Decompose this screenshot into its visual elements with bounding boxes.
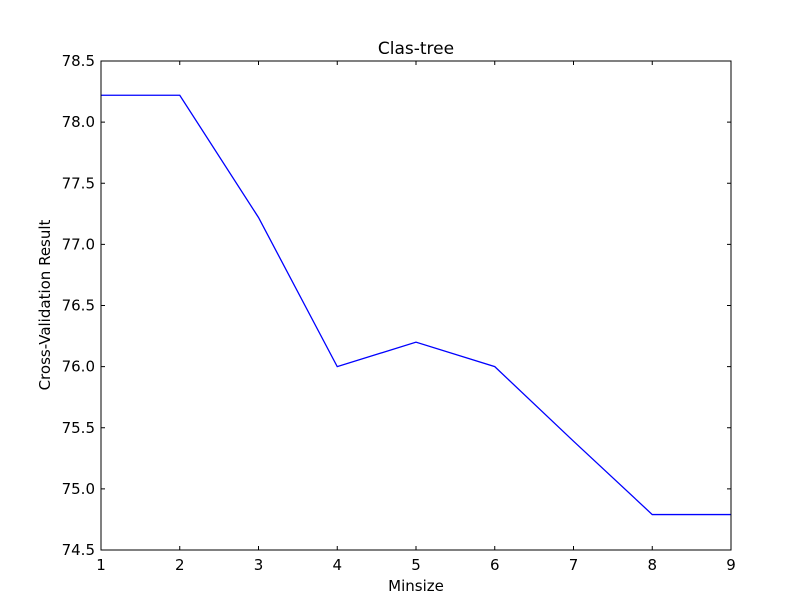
chart-container: 1 2 3 4 5 6 7 8 9 74.5 75.0 75.5 76.0 76.5 77.0 77.5 78.… <box>36 39 736 595</box>
chart-title: Clas-tree <box>378 39 454 59</box>
y-tick-label: 77.5 <box>62 174 95 192</box>
plot-marks <box>101 94 731 516</box>
y-tick-label: 75.5 <box>62 419 95 437</box>
y-tick-label: 78.5 <box>62 52 95 70</box>
axis-ticks: 1 2 3 4 5 6 7 8 9 74.5 75.0 75.5 76.0 76.5 77.0 77.5 78.… <box>62 52 736 574</box>
x-tick-label: 6 <box>490 556 500 574</box>
x-axis-label: Minsize <box>388 577 444 595</box>
x-tick-label: 2 <box>175 556 185 574</box>
x-tick-label: 9 <box>726 556 736 574</box>
y-tick-label: 75.0 <box>62 480 95 498</box>
y-tick-label: 77.0 <box>62 235 95 253</box>
series-line-1 <box>101 94 731 516</box>
x-tick-label: 5 <box>411 556 421 574</box>
x-tick-label: 8 <box>647 556 657 574</box>
y-tick-label: 76.5 <box>62 297 95 315</box>
x-tick-label: 1 <box>96 556 106 574</box>
y-tick-label: 74.5 <box>62 541 95 559</box>
y-tick-label: 76.0 <box>62 358 95 376</box>
x-tick-label: 3 <box>254 556 264 574</box>
x-tick-label: 4 <box>332 556 342 574</box>
y-tick-label: 78.0 <box>62 113 95 131</box>
x-tick-label: 7 <box>569 556 579 574</box>
plot-frame <box>100 60 732 551</box>
y-axis-label: Cross-Validation Result <box>36 219 54 390</box>
line-chart: 1 2 3 4 5 6 7 8 9 74.5 75.0 75.5 76.0 76.5 77.0 77.5 78.… <box>36 39 736 595</box>
